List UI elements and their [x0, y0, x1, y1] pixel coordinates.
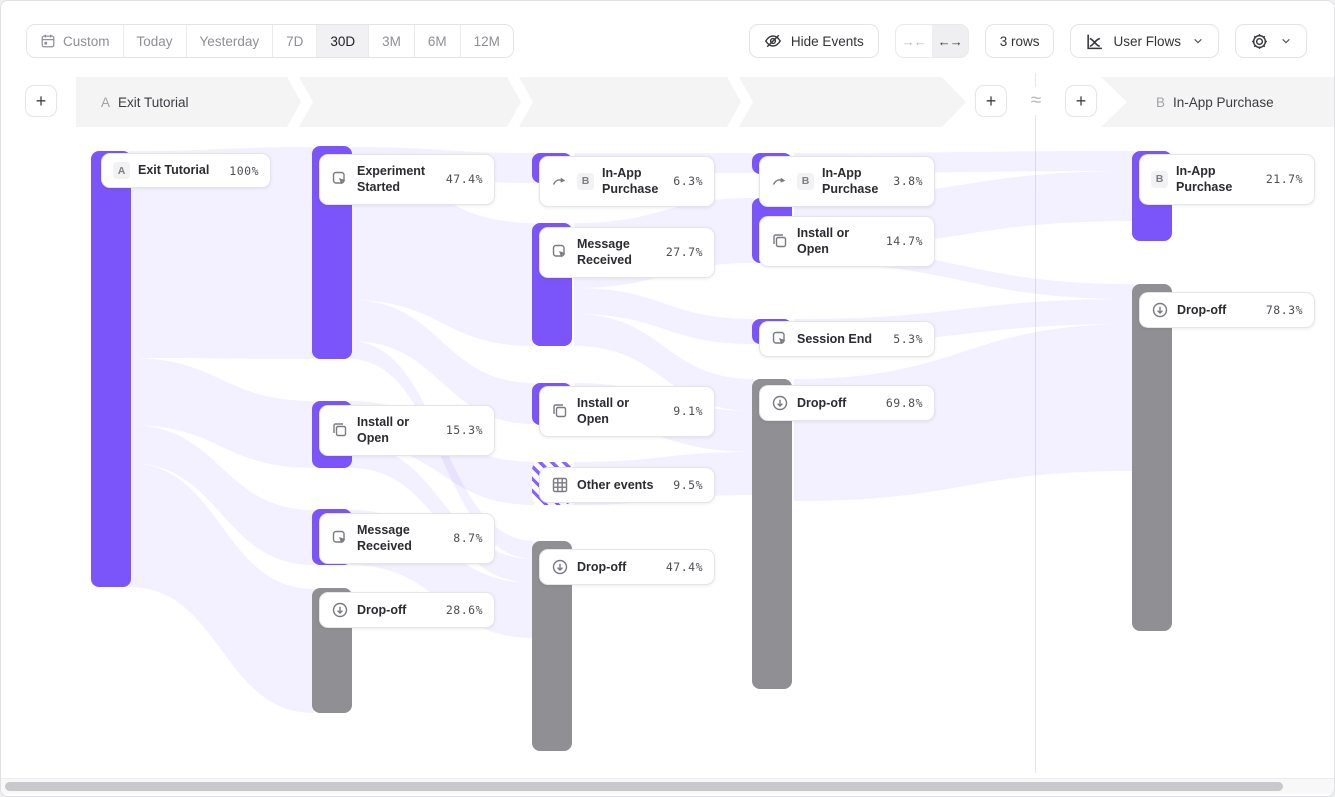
drop-off-icon: [332, 602, 348, 618]
rows-label: 3 rows: [999, 33, 1040, 49]
flow-a-badge: A: [113, 162, 130, 179]
date-range-30d[interactable]: 30D: [317, 25, 370, 57]
event-icon: [552, 245, 566, 258]
node-message-received[interactable]: Message Received 8.7%: [319, 513, 495, 564]
flow-a-banner: [76, 77, 966, 127]
flow-b-header[interactable]: B In-App Purchase: [1156, 77, 1274, 127]
bar-drop-off-b[interactable]: [1132, 284, 1172, 631]
bar-exit-tutorial[interactable]: [91, 151, 131, 587]
collapse-icon: →←: [901, 33, 927, 49]
view-type-label: User Flows: [1113, 33, 1181, 49]
drop-off-icon: [772, 395, 788, 411]
expand-icon: ←→: [937, 33, 963, 49]
node-session-end[interactable]: Session End 5.3%: [759, 321, 935, 357]
flow-a-title: Exit Tutorial: [118, 94, 189, 110]
date-range-control: Custom Today Yesterday 7D 30D 3M 6M 12M: [26, 24, 514, 58]
cross-flow-arrow-icon: [552, 177, 566, 186]
date-range-label: Custom: [63, 33, 110, 49]
node-drop-off[interactable]: Drop-off 47.4%: [539, 549, 715, 585]
collapse-columns-button[interactable]: →←: [895, 25, 932, 57]
event-icon: [332, 172, 346, 185]
flow-b-badge: B: [797, 172, 814, 190]
node-other-events[interactable]: Other events 9.5%: [539, 467, 715, 503]
node-install-or-open[interactable]: Install or Open 9.1%: [539, 386, 715, 437]
toolbar: Custom Today Yesterday 7D 30D 3M 6M 12M …: [1, 1, 1334, 63]
collapse-expand-control: →← ←→: [894, 24, 969, 58]
node-experiment-started[interactable]: Experiment Started 47.4%: [319, 154, 495, 205]
add-step-start-button[interactable]: +: [25, 85, 57, 117]
user-flows-icon: [1087, 34, 1103, 49]
toolbar-right: Hide Events →← ←→ 3 rows User Flows: [748, 24, 1307, 58]
flow-a-id: A: [101, 94, 111, 110]
eye-off-icon: [764, 34, 781, 48]
copy-icon: [773, 234, 787, 248]
flow-a-header[interactable]: A Exit Tutorial: [101, 77, 189, 127]
flow-b-badge: B: [1151, 170, 1168, 188]
node-drop-off-b[interactable]: Drop-off 78.3%: [1139, 292, 1315, 328]
horizontal-scrollbar[interactable]: [1, 778, 1334, 794]
chevron-down-icon: [1194, 38, 1202, 44]
gear-icon: [1252, 33, 1267, 49]
scrollbar-thumb[interactable]: [5, 782, 1283, 791]
copy-icon: [553, 404, 567, 418]
node-drop-off[interactable]: Drop-off 69.8%: [759, 385, 935, 421]
copy-icon: [333, 423, 347, 437]
flow-b-banner: [1101, 77, 1334, 127]
drop-off-icon: [552, 559, 568, 575]
rows-button[interactable]: 3 rows: [984, 24, 1055, 58]
date-range-custom[interactable]: Custom: [27, 25, 124, 57]
node-exit-tutorial[interactable]: A Exit Tutorial 100%: [101, 153, 271, 188]
node-in-app-purchase-link[interactable]: B In-App Purchase 3.8%: [759, 156, 935, 207]
grid-icon: [552, 477, 568, 493]
view-type-dropdown[interactable]: User Flows: [1070, 24, 1219, 58]
add-step-end-flow-a-button[interactable]: +: [975, 85, 1007, 117]
event-icon: [332, 531, 346, 544]
date-range-3m[interactable]: 3M: [369, 25, 415, 57]
date-range-12m[interactable]: 12M: [473, 33, 500, 49]
hide-events-button[interactable]: Hide Events: [748, 24, 879, 58]
bar-drop-off[interactable]: [752, 379, 792, 689]
flows-divider-line: [1035, 73, 1036, 773]
event-icon: [772, 331, 786, 345]
flow-b-id: B: [1156, 94, 1166, 110]
node-drop-off[interactable]: Drop-off 28.6%: [319, 592, 495, 628]
date-range-yesterday[interactable]: Yesterday: [187, 25, 274, 57]
node-install-or-open[interactable]: Install or Open 14.7%: [759, 216, 935, 267]
chevron-down-icon: [1282, 38, 1290, 44]
node-install-or-open[interactable]: Install or Open 15.3%: [319, 405, 495, 456]
flow-b-badge: B: [577, 172, 594, 190]
flow-b-title: In-App Purchase: [1173, 94, 1274, 110]
date-range-6m[interactable]: 6M: [415, 25, 461, 57]
node-in-app-purchase-link[interactable]: B In-App Purchase 6.3%: [539, 156, 715, 207]
cross-flow-arrow-icon: [772, 177, 786, 186]
date-range-7d[interactable]: 7D: [273, 25, 318, 57]
add-step-start-flow-b-button[interactable]: +: [1065, 85, 1097, 117]
calendar-icon: [41, 34, 55, 48]
node-in-app-purchase-b[interactable]: B In-App Purchase 21.7%: [1139, 154, 1315, 205]
drop-off-icon: [1152, 302, 1168, 318]
settings-dropdown[interactable]: [1235, 24, 1307, 58]
expand-columns-button[interactable]: ←→: [931, 25, 968, 57]
date-range-today[interactable]: Today: [124, 25, 187, 57]
node-message-received[interactable]: Message Received 27.7%: [539, 227, 715, 278]
flows-approx-separator: ≈: [1022, 87, 1050, 115]
hide-events-label: Hide Events: [790, 33, 864, 49]
